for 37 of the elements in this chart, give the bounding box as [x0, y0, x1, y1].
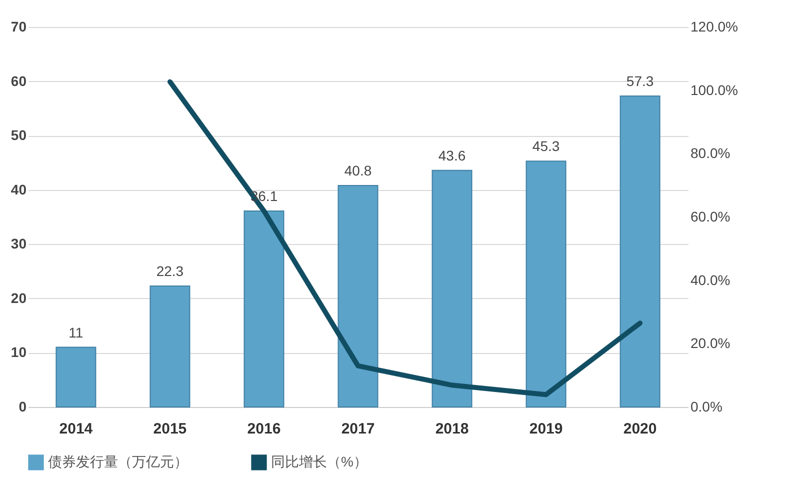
y2-tick-label: 120.0%: [690, 18, 738, 34]
y-tick-label: 50: [10, 127, 27, 144]
data-label: 45.3: [532, 138, 560, 154]
data-label: 43.6: [438, 147, 466, 164]
x-tick-label: 2016: [247, 420, 281, 438]
bar: [338, 185, 378, 408]
bar: [432, 170, 472, 408]
y2-tick-label: 60.0%: [690, 208, 730, 224]
y-tick-label: 20: [10, 290, 27, 306]
legend-label: 同比增长（%）: [271, 453, 368, 470]
bar: [526, 160, 566, 408]
x-tick-label: 2014: [59, 420, 94, 438]
x-tick-label: 2019: [529, 420, 563, 438]
y-tick-label: 10: [10, 344, 27, 360]
y-tick-label: 30: [10, 236, 27, 252]
y2-tick-label: 100.0%: [690, 82, 738, 98]
legend-label: 债券发行量（万亿元）: [48, 453, 188, 470]
y2-tick-label: 40.0%: [690, 272, 730, 288]
bar: [150, 285, 190, 408]
y-tick-label: 60: [10, 72, 27, 89]
bar: [56, 346, 96, 408]
data-label: 40.8: [344, 162, 372, 179]
x-tick-label: 2018: [435, 420, 469, 438]
data-label: 57.3: [626, 72, 654, 89]
y2-tick-label: 0.0%: [690, 398, 722, 414]
x-tick-label: 2017: [341, 420, 375, 438]
y-tick-label: 0: [18, 398, 27, 414]
data-label: 22.3: [156, 262, 184, 279]
bar: [244, 210, 284, 408]
y-tick-label: 40: [10, 181, 27, 198]
bar: [620, 95, 660, 408]
data-label: 11: [68, 324, 84, 340]
y2-tick-label: 20.0%: [690, 335, 730, 352]
y-tick-label: 70: [10, 18, 27, 34]
y2-tick-label: 80.0%: [690, 145, 730, 162]
x-tick-label: 2020: [623, 420, 657, 438]
x-tick-label: 2015: [153, 420, 187, 438]
